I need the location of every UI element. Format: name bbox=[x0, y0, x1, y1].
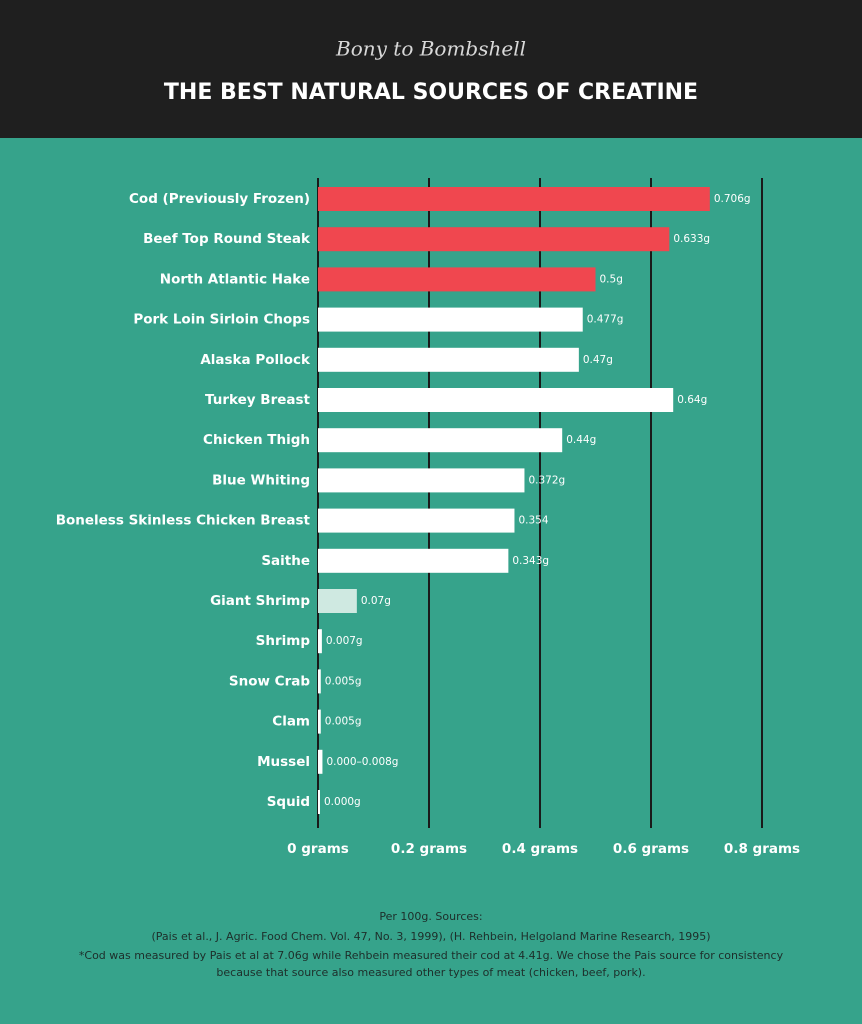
data-label: 0.005g bbox=[325, 716, 362, 728]
y-tick-label: Boneless Skinless Chicken Breast bbox=[56, 513, 311, 529]
bar bbox=[318, 388, 674, 412]
y-tick-label: Mussel bbox=[257, 754, 310, 770]
y-tick-label: Chicken Thigh bbox=[203, 432, 310, 448]
logo: Bony to Bombshell bbox=[335, 37, 526, 61]
footnote: (Pais et al., J. Agric. Food Chem. Vol. … bbox=[151, 930, 710, 943]
data-label: 0.5g bbox=[600, 273, 623, 285]
bar bbox=[318, 307, 583, 332]
bar bbox=[318, 790, 320, 814]
data-label: 0.354 bbox=[518, 515, 548, 527]
data-label: 0.000–0.008g bbox=[326, 756, 398, 768]
data-label: 0.372g bbox=[528, 474, 565, 486]
x-tick-label: 0.6 grams bbox=[613, 841, 689, 857]
y-tick-label: Alaska Pollock bbox=[200, 352, 311, 368]
data-label: 0.343g bbox=[512, 555, 549, 567]
y-tick-label: Shrimp bbox=[256, 633, 311, 649]
bar bbox=[318, 589, 357, 613]
data-label: 0.000g bbox=[324, 796, 361, 808]
y-tick-label: Snow Crab bbox=[229, 673, 310, 689]
bar bbox=[318, 508, 515, 533]
data-label: 0.005g bbox=[325, 675, 362, 687]
y-tick-label: Clam bbox=[272, 714, 310, 730]
data-label: 0.07g bbox=[361, 595, 391, 607]
data-label: 0.64g bbox=[677, 394, 707, 406]
bar bbox=[318, 669, 321, 694]
bar bbox=[318, 347, 579, 372]
data-label: 0.706g bbox=[714, 193, 751, 205]
bar bbox=[318, 749, 323, 774]
data-label: 0.47g bbox=[583, 354, 613, 366]
bar bbox=[318, 187, 710, 211]
x-tick-label: 0.8 grams bbox=[724, 841, 800, 857]
y-tick-label: Giant Shrimp bbox=[210, 593, 310, 609]
data-label: 0.44g bbox=[566, 434, 596, 446]
bar bbox=[318, 629, 322, 654]
y-tick-label: Squid bbox=[267, 794, 310, 810]
x-tick-label: 0.4 grams bbox=[502, 841, 578, 857]
y-tick-label: Blue Whiting bbox=[212, 472, 310, 488]
bar bbox=[318, 428, 563, 453]
bar bbox=[318, 548, 509, 573]
data-label: 0.477g bbox=[587, 314, 624, 326]
x-tick-label: 0.2 grams bbox=[391, 841, 467, 857]
bar bbox=[318, 468, 525, 493]
y-tick-label: Turkey Breast bbox=[205, 392, 311, 408]
header bbox=[0, 0, 862, 138]
footnote: because that source also measured other … bbox=[216, 966, 645, 979]
chart-title: THE BEST NATURAL SOURCES OF CREATINE bbox=[164, 80, 698, 105]
footnote: *Cod was measured by Pais et al at 7.06g… bbox=[79, 949, 784, 962]
y-tick-label: North Atlantic Hake bbox=[160, 271, 310, 287]
data-label: 0.633g bbox=[673, 233, 710, 245]
bar bbox=[318, 709, 321, 734]
x-tick-label: 0 grams bbox=[287, 841, 349, 857]
bar bbox=[318, 227, 670, 252]
y-tick-label: Saithe bbox=[261, 553, 310, 569]
y-tick-label: Beef Top Round Steak bbox=[143, 231, 311, 247]
y-tick-label: Cod (Previously Frozen) bbox=[129, 191, 310, 207]
bar bbox=[318, 267, 596, 292]
footnote: Per 100g. Sources: bbox=[379, 910, 482, 923]
y-tick-label: Pork Loin Sirloin Chops bbox=[133, 312, 310, 328]
data-label: 0.007g bbox=[326, 635, 363, 647]
